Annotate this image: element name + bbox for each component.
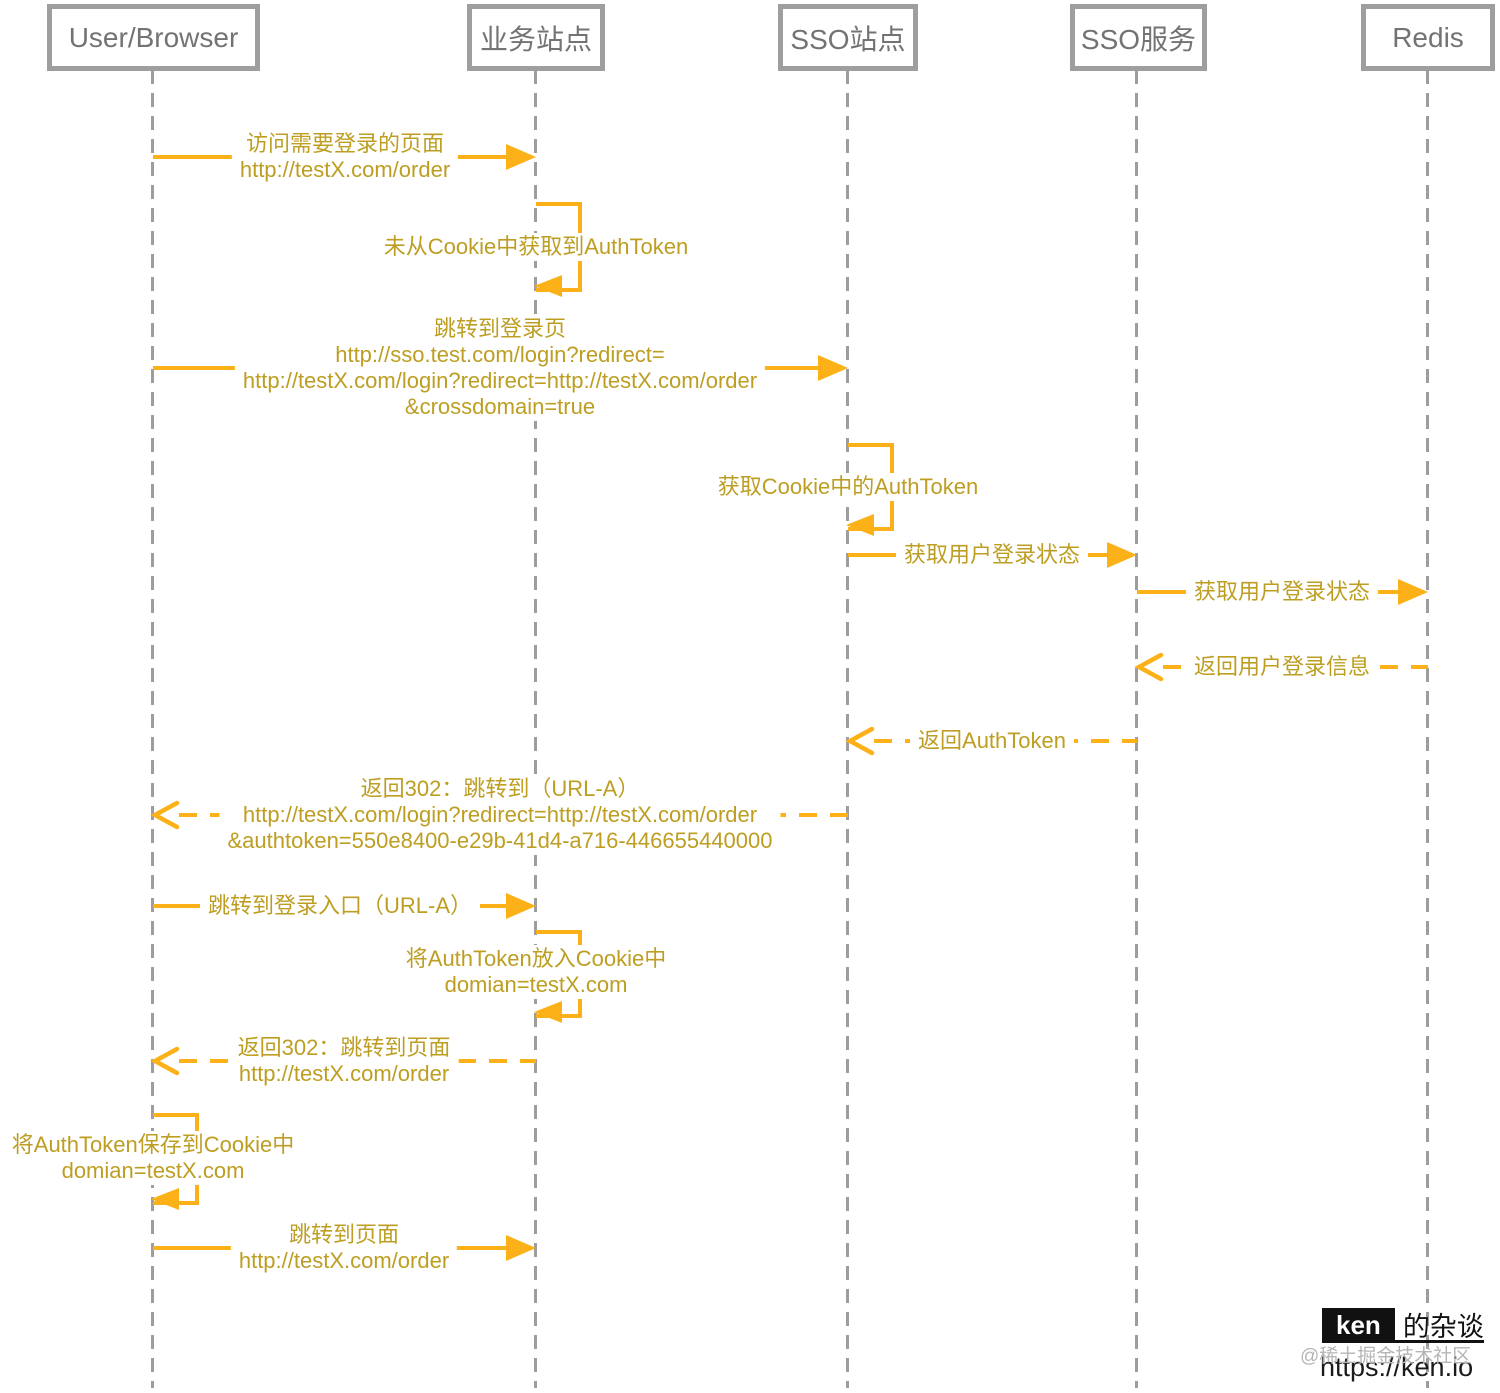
filled-arrowhead-icon [846, 514, 874, 536]
actor-label: 业务站点 [479, 23, 592, 55]
label-line: 跳转到登录入口（URL-A） [207, 893, 473, 918]
label-line: 将AuthToken保存到Cookie中 [11, 1132, 295, 1157]
open-arrowhead-icon [150, 800, 180, 830]
label-line: 返回AuthToken [918, 728, 1066, 753]
lifeline-user-browser [151, 70, 154, 1388]
filled-arrowhead-icon [1398, 579, 1428, 605]
message-goto-login-entry-label: 跳转到登录入口（URL-A） [199, 892, 481, 920]
label-line: domian=testX.com [61, 1158, 245, 1183]
label-line: 获取Cookie中的AuthToken [717, 474, 979, 499]
brand-badge: ken [1322, 1307, 1395, 1342]
lifeline-redis [1426, 70, 1429, 1388]
self-message-get-authtoken-label: 获取Cookie中的AuthToken [709, 473, 987, 501]
open-arrowhead-icon [150, 1046, 180, 1076]
actor-redis: Redis [1361, 4, 1495, 71]
actor-sso-service: SSO服务 [1070, 4, 1207, 71]
actor-business-site: 业务站点 [467, 4, 605, 71]
label-line: 跳转到登录页 [433, 316, 566, 341]
message-return-login-info-label: 返回用户登录信息 [1185, 653, 1379, 681]
label-line: 将AuthToken放入Cookie中 [405, 946, 667, 971]
actor-user-browser: User/Browser [47, 4, 260, 71]
filled-arrowhead-icon [506, 893, 536, 919]
self-message-put-authtoken-label: 将AuthToken放入Cookie中 domian=testX.com [397, 945, 675, 999]
brand-url-label: https://ken.io [1320, 1352, 1474, 1382]
lifeline-sso-service [1135, 70, 1138, 1388]
self-message-no-authtoken-label: 未从Cookie中获取到AuthToken [375, 233, 697, 261]
filled-arrowhead-icon [534, 1001, 562, 1023]
label-line: 未从Cookie中获取到AuthToken [383, 234, 689, 259]
filled-arrowhead-icon [151, 1188, 179, 1210]
brand-row: ken 的杂谈 [1322, 1305, 1484, 1344]
open-arrowhead-icon [845, 726, 875, 756]
label-line: http://testX.com/login?redirect=http://t… [242, 368, 758, 393]
lifeline-business-site [534, 70, 537, 1388]
label-line: http://sso.test.com/login?redirect= [335, 342, 665, 367]
label-line: &authtoken=550e8400-e29b-41d4-a716-44665… [227, 828, 773, 853]
message-return-302-url-a-label: 返回302：跳转到（URL-A） http://testX.com/login?… [219, 775, 781, 855]
filled-arrowhead-icon [506, 1235, 536, 1261]
actor-sso-site: SSO站点 [778, 4, 918, 71]
filled-arrowhead-icon [818, 355, 848, 381]
open-arrowhead-icon [1134, 652, 1164, 682]
brand-suffix-label: 的杂谈 [1402, 1312, 1484, 1342]
label-line: &crossdomain=true [404, 394, 596, 419]
label-line: http://testX.com/login?redirect=http://t… [242, 802, 758, 827]
label-line: http://testX.com/order [238, 1248, 450, 1273]
label-line: 访问需要登录的页面 [245, 131, 444, 156]
message-return-302-page-label: 返回302：跳转到页面 http://testX.com/order [229, 1034, 459, 1088]
actor-label: SSO服务 [1080, 23, 1197, 55]
filled-arrowhead-icon [1107, 542, 1137, 568]
label-line: domian=testX.com [444, 972, 628, 997]
label-line: http://testX.com/order [239, 157, 451, 182]
brand-underline [1322, 1340, 1484, 1343]
message-get-login-status-label: 获取用户登录状态 [895, 541, 1089, 569]
label-line: 跳转到页面 [288, 1222, 399, 1247]
label-line: 获取用户登录状态 [1193, 579, 1371, 604]
filled-arrowhead-icon [534, 275, 562, 297]
watermark-label: @稀土掘金技术社区 [1300, 1346, 1472, 1367]
filled-arrowhead-icon [506, 144, 536, 170]
actor-label: Redis [1392, 21, 1464, 53]
message-get-login-status-redis-label: 获取用户登录状态 [1185, 578, 1379, 606]
label-line: http://testX.com/order [238, 1061, 450, 1086]
message-visit-order-page-label: 访问需要登录的页面 http://testX.com/order [231, 130, 459, 184]
message-goto-page-label: 跳转到页面 http://testX.com/order [230, 1221, 458, 1275]
lifeline-sso-site [846, 70, 849, 1388]
message-redirect-login-label: 跳转到登录页 http://sso.test.com/login?redirec… [234, 315, 766, 421]
label-line: 获取用户登录状态 [903, 542, 1081, 567]
actor-label: SSO站点 [790, 23, 906, 55]
actor-label: User/Browser [68, 21, 239, 53]
message-return-authtoken-label: 返回AuthToken [910, 727, 1074, 755]
self-message-save-authtoken-label: 将AuthToken保存到Cookie中 domian=testX.com [3, 1131, 303, 1185]
label-line: 返回302：跳转到（URL-A） [360, 776, 640, 801]
label-line: 返回用户登录信息 [1193, 654, 1371, 679]
label-line: 返回302：跳转到页面 [237, 1035, 451, 1060]
